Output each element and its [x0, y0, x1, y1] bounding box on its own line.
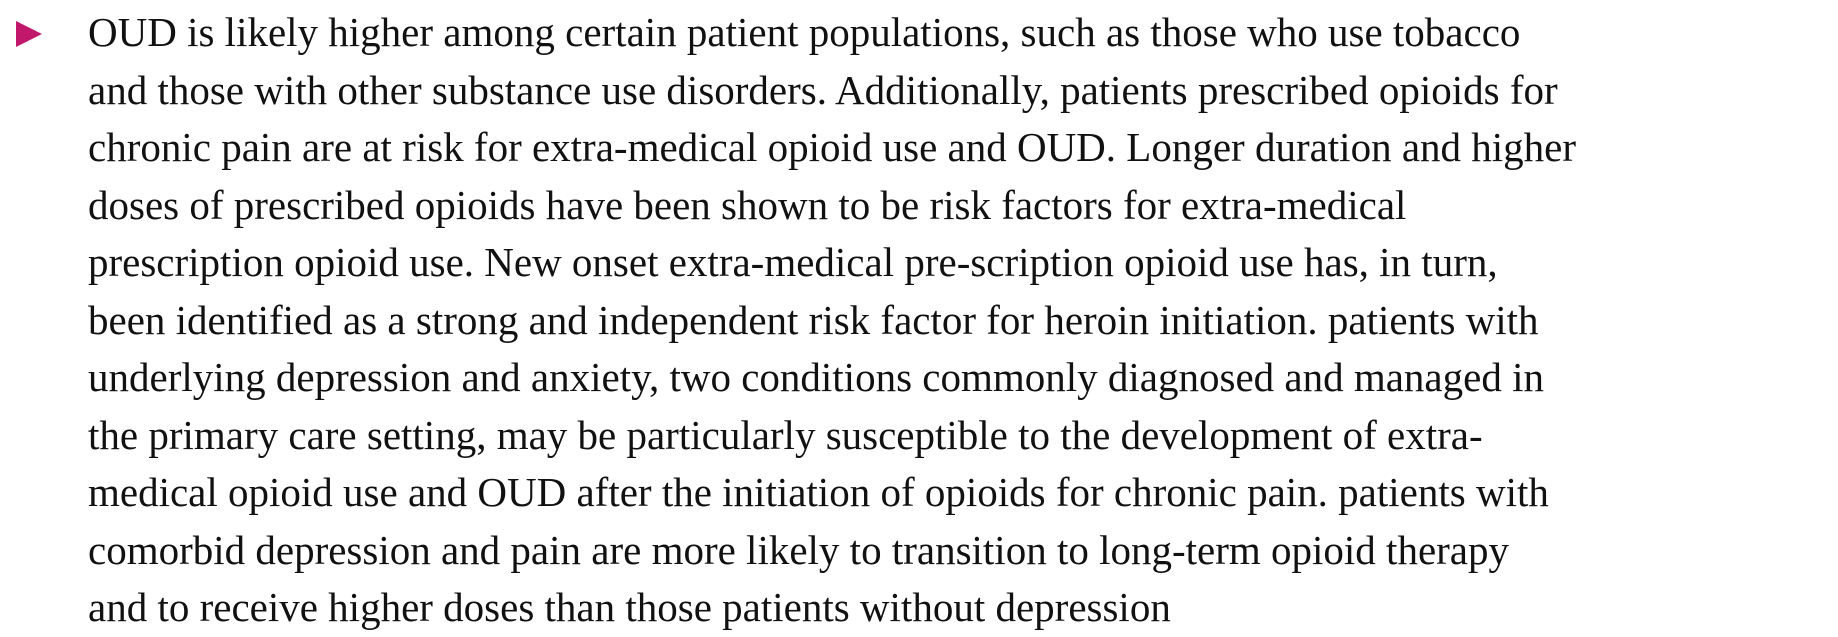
- bullet-text: OUD is likely higher among certain patie…: [88, 4, 1838, 637]
- text-line: the primary care setting, may be particu…: [88, 411, 1483, 458]
- text-line: been identified as a strong and independ…: [88, 296, 1539, 343]
- text-line: medical opioid use and OUD after the ini…: [88, 469, 1549, 515]
- text-line: underlying depression and anxiety, two c…: [88, 354, 1544, 400]
- text-line: doses of prescribed opioids have been sh…: [88, 181, 1407, 228]
- text-line: and those with other substance use disor…: [88, 66, 1558, 113]
- text-line: chronic pain are at risk for extra-medic…: [88, 124, 1577, 170]
- text-line: comorbid depression and pain are more li…: [88, 526, 1509, 573]
- text-line: prescription opioid use. New onset extra…: [88, 239, 1498, 285]
- bullet-marker: [16, 21, 42, 47]
- text-line: OUD is likely higher among certain patie…: [88, 9, 1521, 55]
- text-line: and to receive higher doses than those p…: [88, 584, 1171, 630]
- bullet-triangle: [16, 21, 42, 47]
